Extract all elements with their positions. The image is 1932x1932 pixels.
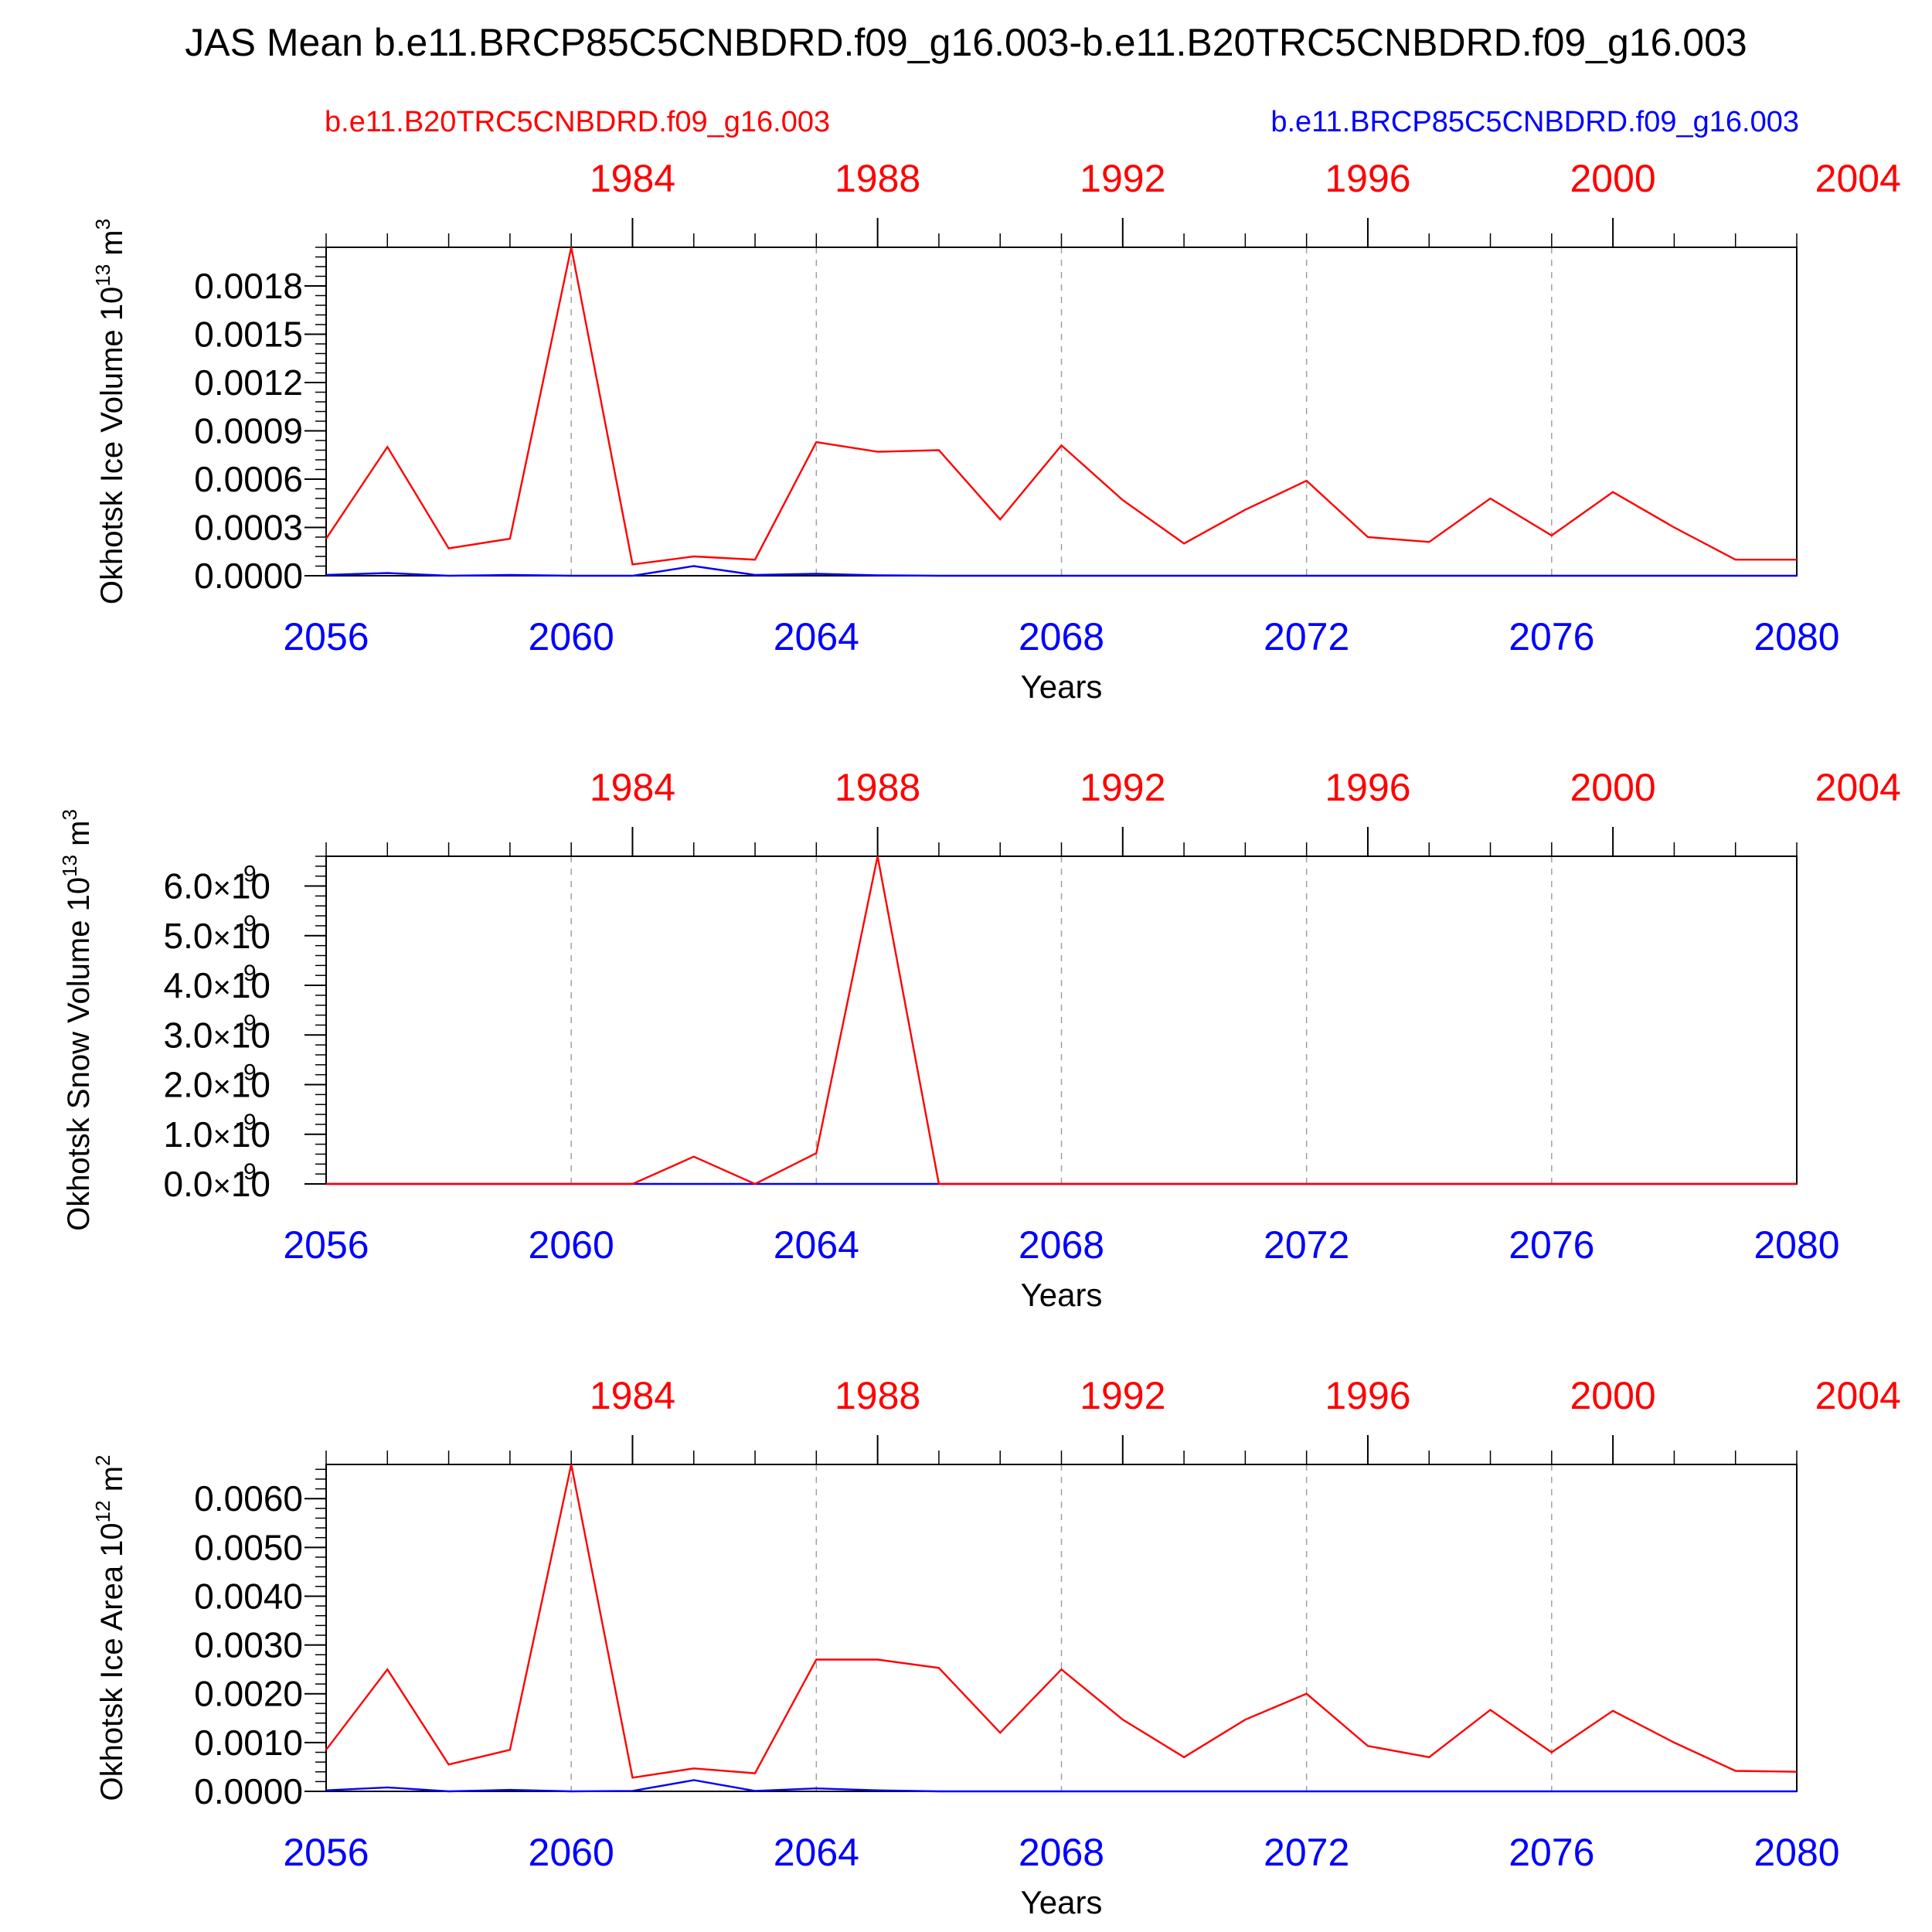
top-tick-label: 2004 (1815, 157, 1901, 200)
y-tick-label: 0.0060 (194, 1478, 303, 1519)
top-tick-label: 1984 (590, 1374, 675, 1417)
y-tick-label: 0.0000 (194, 1771, 303, 1811)
y-tick-label: 0.0020 (194, 1674, 303, 1714)
top-tick-label: 1992 (1080, 1374, 1165, 1417)
y-tick-label: 6.0×10 (164, 866, 270, 906)
x-tick-label: 2068 (1019, 615, 1104, 658)
x-axis-label: Years (1021, 668, 1103, 705)
x-tick-label: 2072 (1264, 1831, 1349, 1874)
series-line-future (325, 565, 1797, 577)
x-tick-label: 2060 (529, 1223, 614, 1267)
panel-1: 0.0000 0.0003 0.0006 0.0009 0.0012 0.0015 0.00… (91, 157, 1901, 705)
x-tick-label: 2080 (1753, 615, 1839, 658)
x-axis-label: Years (1021, 1277, 1103, 1313)
top-tick-label: 2004 (1815, 1374, 1901, 1417)
y-tick-label: 1.0×10 (164, 1114, 270, 1155)
y-tick-label: 0.0009 (194, 411, 303, 451)
top-tick-label: 1996 (1325, 157, 1410, 200)
top-tick-label: 2004 (1815, 766, 1901, 809)
y-axis-label: Okhotsk Ice Volume 1013 m3 (91, 219, 129, 604)
top-tick-label: 1988 (835, 766, 920, 809)
y-tick-exponent: -9 (236, 1159, 257, 1185)
x-tick-label: 2056 (283, 615, 369, 658)
y-tick-exponent: -9 (236, 1110, 257, 1135)
series-line-historical (326, 855, 1797, 1185)
y-tick-label: 0.0040 (194, 1576, 303, 1616)
legend-future: b.e11.BRCP85C5CNBDRD.f09_g16.003 (1270, 106, 1799, 138)
series-line-historical (325, 1464, 1798, 1779)
y-tick-label: 0.0006 (194, 459, 303, 499)
x-tick-label: 2056 (283, 1831, 369, 1874)
x-tick-label: 2068 (1019, 1223, 1104, 1267)
top-tick-label: 2000 (1570, 766, 1656, 809)
y-tick-label: 0.0050 (194, 1527, 303, 1567)
x-axis-label: Years (1021, 1884, 1103, 1920)
legend-historical: b.e11.B20TRC5CNBDRD.f09_g16.003 (325, 106, 830, 138)
y-tick-label: 0.0018 (194, 266, 303, 306)
y-tick-label: 2.0×10 (164, 1065, 270, 1105)
y-axis-label: Okhotsk Ice Area 1012 m2 (91, 1454, 129, 1801)
y-tick-label: 0.0003 (194, 508, 303, 548)
y-tick-exponent: -9 (236, 911, 257, 937)
top-tick-label: 2000 (1570, 1374, 1656, 1417)
x-tick-label: 2064 (774, 1831, 859, 1874)
panel-2: 0.0×10-91.0×10-92.0×10-93.0×10-94.0×10-9… (58, 766, 1901, 1313)
y-tick-exponent: -9 (236, 1060, 257, 1086)
figure-title: JAS Mean b.e11.BRCP85C5CNBDRD.f09_g16.00… (185, 21, 1747, 64)
x-tick-label: 2072 (1264, 615, 1349, 658)
x-tick-label: 2064 (774, 615, 859, 658)
top-tick-label: 1984 (590, 766, 675, 809)
y-tick-label: 0.0012 (194, 362, 303, 403)
y-tick-exponent: -9 (236, 862, 257, 887)
top-tick-label: 1988 (835, 1374, 920, 1417)
x-tick-label: 2060 (529, 615, 614, 658)
x-tick-label: 2076 (1509, 1223, 1594, 1267)
top-tick-label: 1984 (590, 157, 675, 200)
y-tick-label: 3.0×10 (164, 1015, 270, 1055)
top-tick-label: 1992 (1080, 157, 1165, 200)
y-tick-label: 0.0000 (194, 556, 303, 596)
y-tick-label: 5.0×10 (164, 916, 270, 956)
x-tick-label: 2080 (1753, 1223, 1839, 1267)
series-line-historical (325, 247, 1797, 566)
y-tick-label: 0.0×10 (164, 1164, 270, 1204)
y-tick-exponent: -9 (236, 1010, 257, 1036)
x-tick-label: 2072 (1264, 1223, 1349, 1267)
top-tick-label: 2000 (1570, 157, 1656, 200)
y-tick-exponent: -9 (236, 961, 257, 986)
top-tick-label: 1988 (835, 157, 920, 200)
x-tick-label: 2060 (529, 1831, 614, 1874)
top-tick-label: 1996 (1325, 1374, 1410, 1417)
x-tick-label: 2076 (1509, 615, 1594, 658)
panels: 0.0000 0.0003 0.0006 0.0009 0.0012 0.0015 0.00… (58, 157, 1901, 1920)
x-tick-label: 2064 (774, 1223, 859, 1267)
top-tick-label: 1992 (1080, 766, 1165, 809)
top-tick-label: 1996 (1325, 766, 1410, 809)
x-tick-label: 2076 (1509, 1831, 1594, 1874)
y-axis-label: Okhotsk Snow Volume 1013 m3 (58, 809, 96, 1231)
y-tick-label: 0.0030 (194, 1625, 303, 1665)
series-line-future (325, 1779, 1797, 1793)
panel-3: 0.0000 0.0010 0.0020 0.0030 0.0040 0.0050 0.00… (91, 1374, 1901, 1920)
y-tick-label: 0.0015 (194, 315, 303, 355)
x-tick-label: 2056 (283, 1223, 369, 1267)
y-tick-label: 0.0010 (194, 1723, 303, 1763)
x-tick-label: 2068 (1019, 1831, 1104, 1874)
x-tick-label: 2080 (1753, 1831, 1839, 1874)
y-tick-label: 4.0×10 (164, 965, 270, 1005)
